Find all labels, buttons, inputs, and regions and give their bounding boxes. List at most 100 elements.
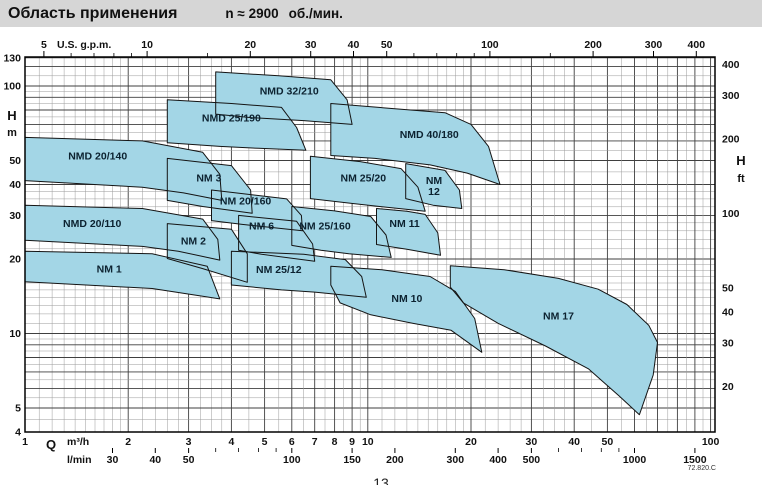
top-axis-tick-label: 400 <box>688 39 706 51</box>
bottom-axis-title: Q <box>46 437 56 452</box>
bottom-m3h-tick-label: 4 <box>228 436 234 448</box>
bottom-m3h-tick-label: 20 <box>465 436 477 448</box>
left-axis-tick-label: 10 <box>9 328 21 340</box>
pump-region-nm-10 <box>330 266 482 353</box>
bottom-lmin-tick-label: 100 <box>283 454 301 466</box>
pump-region-label-nmd-25-190: NMD 25/190 <box>202 113 261 125</box>
left-axis-tick-label: 5 <box>15 403 21 415</box>
left-axis-tick-label: 50 <box>9 155 21 167</box>
pump-region-outline-nm-12 <box>405 163 463 209</box>
pump-region-label-nm-2: NM 2 <box>181 235 206 247</box>
pump-region-label-nm-12: 12 <box>428 186 440 198</box>
bottom-lmin-tick-label: 1500 <box>683 454 707 466</box>
bottom-m3h-tick-label: 50 <box>602 436 614 448</box>
pump-region-outline-nm-6 <box>238 214 316 262</box>
pump-region-outline-nm-2 <box>166 223 248 283</box>
pump-region-outline-nm-25-160 <box>291 206 392 258</box>
left-axis-tick-label: 130 <box>3 52 21 64</box>
bottom-m3h-tick-label: 7 <box>312 436 318 448</box>
pump-region-label-nmd-20-110: NMD 20/110 <box>63 218 122 230</box>
right-axis-tick-label: 30 <box>722 338 734 350</box>
top-axis-tick-label: 20 <box>244 39 256 51</box>
left-axis-title: H <box>7 108 16 123</box>
top-axis-title: U.S. g.p.m. <box>57 39 111 51</box>
page-title: Область применения <box>8 4 178 22</box>
pump-region-outline-nm-10 <box>330 265 483 353</box>
pump-region-nm-11 <box>376 208 441 256</box>
pump-region-label-nm-17: NM 17 <box>543 311 574 323</box>
bottom-lmin-tick-label: 200 <box>386 454 404 466</box>
right-axis-tick-label: 100 <box>722 208 740 220</box>
pump-region-outline-nm-25-20 <box>309 155 426 212</box>
bottom-m3h-tick-label: 2 <box>125 436 131 448</box>
bottom-m3h-tick-label: 40 <box>568 436 580 448</box>
pump-region-label-nm-11: NM 11 <box>389 218 420 230</box>
pump-region-outline-nmd-40-180 <box>330 103 501 185</box>
bottom-m3h-tick-label: 5 <box>262 436 268 448</box>
left-axis-tick-label: 20 <box>9 254 21 266</box>
pump-region-label-nm-20-160: NM 20/160 <box>220 195 272 207</box>
right-axis-tick-label: 20 <box>722 381 734 393</box>
bottom-m3h-tick-label: 1 <box>22 436 28 448</box>
pump-region-label-nm-25-160: NM 25/160 <box>299 221 351 233</box>
pump-region-label-nm-1: NM 1 <box>97 264 122 276</box>
top-axis-tick-label: 200 <box>584 39 602 51</box>
top-axis-tick-label: 50 <box>381 39 393 51</box>
right-axis-title: H <box>736 153 745 168</box>
pump-region-outline-nm-25-12 <box>230 250 367 298</box>
right-axis-tick-label: 400 <box>722 59 740 71</box>
bottom-lmin-tick-label: 1000 <box>623 454 647 466</box>
left-axis-tick-label: 4 <box>15 427 21 439</box>
title-bar: Область применения n ≈ 2900 об./мин. <box>0 0 762 27</box>
right-axis-tick-label: 40 <box>722 307 734 319</box>
drawing-number: 72.820.C <box>688 465 716 472</box>
pump-region-nm-2 <box>167 223 248 283</box>
bottom-lmin-tick-label: 500 <box>523 454 541 466</box>
pump-region-label-nm-6: NM 6 <box>249 221 274 233</box>
bottom-lmin-tick-label: 40 <box>149 454 161 466</box>
pump-region-nm-25-160 <box>291 206 392 258</box>
pump-region-label-nm-12: NM <box>426 175 443 187</box>
bottom-m3h-tick-label: 100 <box>702 436 720 448</box>
left-axis-tick-label: 100 <box>3 81 21 93</box>
bottom-m3h-tick-label: 30 <box>526 436 538 448</box>
speed-value: n ≈ 2900 <box>225 6 279 21</box>
pump-region-outline-nmd-20-110 <box>24 204 221 261</box>
pump-region-outline-nmd-20-140 <box>24 136 223 201</box>
speed-unit: об./мин. <box>288 6 343 21</box>
pump-region-nmd-25-190 <box>167 99 306 151</box>
top-axis-tick-label: 100 <box>481 39 499 51</box>
bottom-m3h-tick-label: 9 <box>349 436 355 448</box>
page-number: 13 <box>373 475 389 485</box>
bottom-m3h-tick-label: 3 <box>186 436 192 448</box>
left-axis-tick-label: 30 <box>9 210 21 222</box>
bottom-lmin-tick-label: 30 <box>107 454 119 466</box>
pump-region-outline-nm-17 <box>449 265 658 416</box>
pump-region-label-nmd-20-140: NMD 20/140 <box>68 151 127 163</box>
pump-region-outline-nm-20-160 <box>211 189 303 232</box>
bottom-m3h-tick-label: 10 <box>362 436 374 448</box>
pump-region-label-nmd-40-180: NMD 40/180 <box>400 129 459 141</box>
pump-region-label-nm-25-20: NM 25/20 <box>341 173 387 185</box>
pump-region-outline-nmd-25-190 <box>166 99 307 151</box>
bottom-lmin-tick-label: 400 <box>489 454 507 466</box>
bottom-lmin-tick-label: 150 <box>343 454 361 466</box>
pump-region-outline-nm-3 <box>166 157 253 214</box>
right-axis-tick-label: 200 <box>722 134 740 146</box>
top-axis-tick-label: 300 <box>645 39 663 51</box>
right-axis-unit: ft <box>737 173 745 185</box>
top-axis-tick-label: 5 <box>41 39 47 51</box>
pump-region-label-nm-25-12: NM 25/12 <box>256 264 302 276</box>
plot-border <box>24 56 716 433</box>
pump-region-label-nmd-32-210: NMD 32/210 <box>260 85 319 97</box>
top-axis-tick-label: 30 <box>305 39 317 51</box>
pump-region-outline-nm-11 <box>376 208 441 256</box>
bottom-lmin-tick-label: 50 <box>183 454 195 466</box>
pump-region-nm-17 <box>450 265 658 415</box>
bottom-lmin-unit: l/min <box>67 454 92 466</box>
right-axis-tick-label: 300 <box>722 90 740 102</box>
top-axis-tick-label: 10 <box>141 39 153 51</box>
pump-region-nm-25-20 <box>310 156 426 212</box>
